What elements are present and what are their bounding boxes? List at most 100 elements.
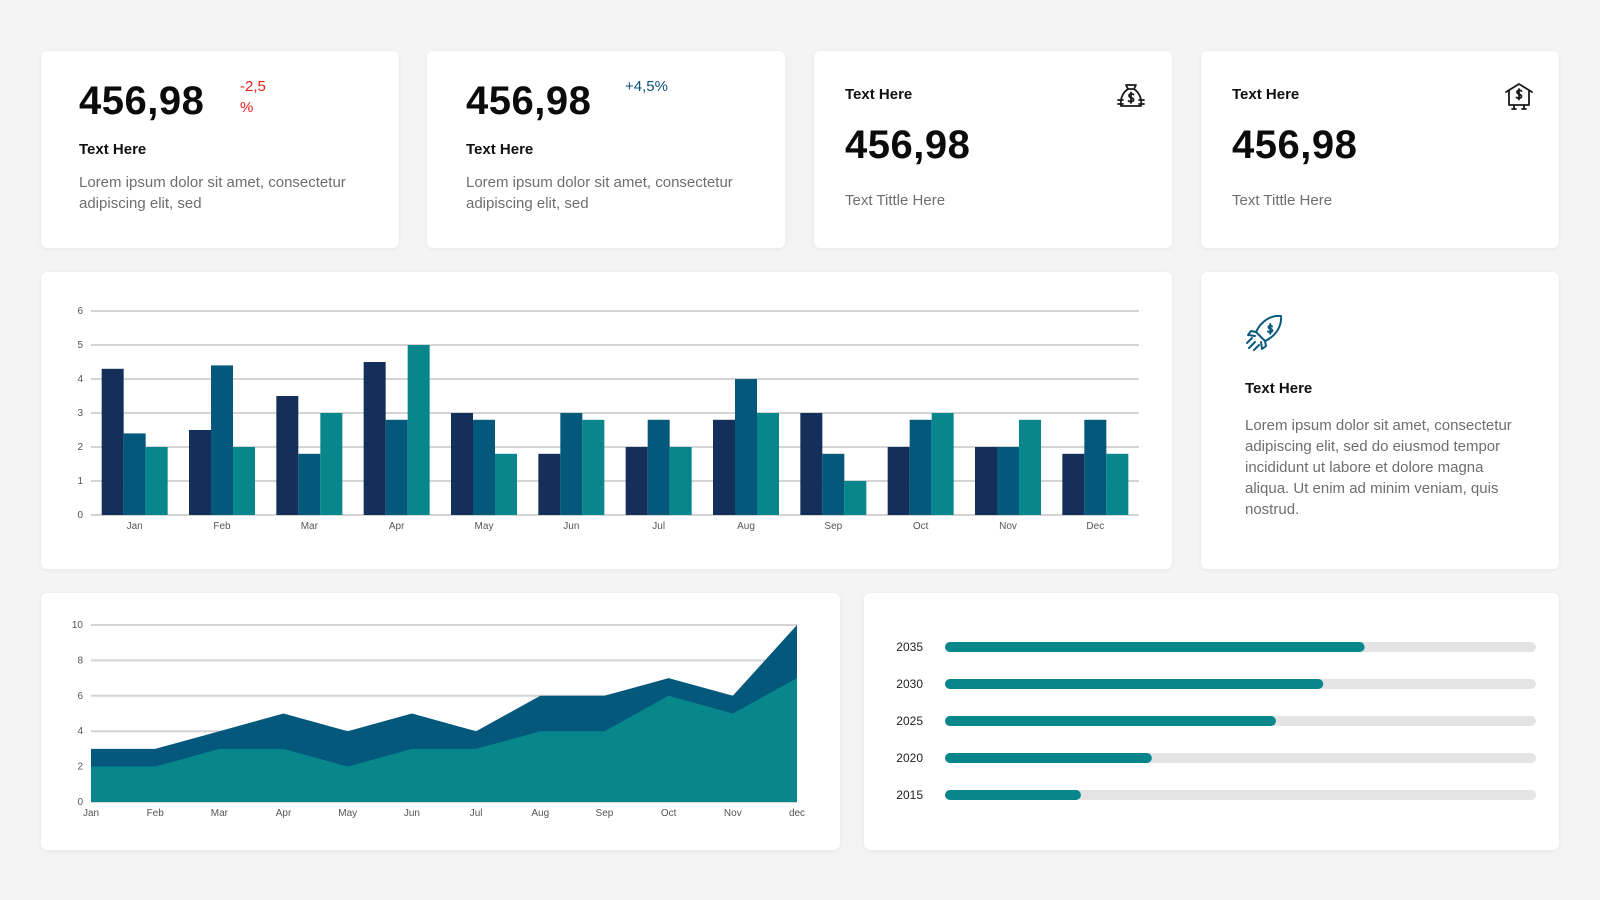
y-tick-label: 2 xyxy=(77,442,83,453)
bar xyxy=(211,365,233,515)
bar-track xyxy=(945,790,1536,800)
x-tick-label: Aug xyxy=(737,521,755,532)
kpi-card-4: Text Here 456,98 Text Tittle Here xyxy=(1201,51,1559,248)
bar xyxy=(647,419,670,515)
x-tick-label: Mar xyxy=(301,521,319,532)
y-tick-label: 8 xyxy=(77,655,83,666)
x-tick-label: Feb xyxy=(213,521,231,532)
y-tick-label: 2 xyxy=(77,762,83,773)
y-tick-label: 1 xyxy=(77,476,83,487)
bar xyxy=(145,447,168,515)
bar-year-label: 2025 xyxy=(896,714,923,728)
bar xyxy=(407,345,430,515)
x-tick-label: Dec xyxy=(1086,521,1104,532)
bar xyxy=(1019,419,1041,515)
x-tick-label: Oct xyxy=(661,808,677,819)
bar-year-label: 2030 xyxy=(896,677,923,691)
kpi-description: Lorem ipsum dolor sit amet, consectetur … xyxy=(79,174,346,212)
bar xyxy=(582,419,605,515)
bar xyxy=(363,362,386,515)
y-tick-label: 0 xyxy=(77,510,83,521)
bar-chart-card: 0 1 2 3 4 5 6 Jan Feb Mar Apr May Jun Jul Aug Sep Oct Nov… xyxy=(41,272,1172,569)
kpi-subtitle: Text Tittle Here xyxy=(845,192,946,209)
x-tick-label: Jun xyxy=(404,808,420,819)
kpi-value: 456,98 xyxy=(845,123,971,167)
bar xyxy=(233,447,255,515)
y-tick-label: 6 xyxy=(77,306,83,317)
x-tick-label: Jun xyxy=(563,521,579,532)
x-tick-label: Apr xyxy=(276,808,292,819)
y-tick-label: 5 xyxy=(77,340,83,351)
bar xyxy=(451,413,473,515)
kpi-title: Text Here xyxy=(466,141,534,158)
kpi-card-2: 456,98 +4,5% Text Here Lorem ipsum dolor… xyxy=(427,51,785,248)
bar xyxy=(385,419,408,515)
money-rocket-icon xyxy=(1246,314,1283,351)
bar xyxy=(189,430,211,515)
x-tick-label: Sep xyxy=(824,521,842,532)
x-tick-label: Jan xyxy=(83,808,99,819)
bar xyxy=(909,419,932,515)
x-tick-label: Feb xyxy=(147,808,165,819)
x-tick-label: Jul xyxy=(652,521,665,532)
bar-fill xyxy=(945,716,1276,726)
progress-bars-card: 2035 2030 2025 2020 2015 xyxy=(864,593,1559,850)
money-bag-icon xyxy=(1117,84,1145,107)
kpi-change: -2,5 % xyxy=(240,78,266,116)
y-tick-label: 0 xyxy=(77,797,83,808)
bar xyxy=(320,413,343,515)
x-tick-label: Mar xyxy=(211,808,229,819)
bar xyxy=(735,379,757,515)
bar xyxy=(1062,453,1085,515)
info-card: Text Here Lorem ipsum dolor sit amet, co… xyxy=(1201,272,1559,569)
bar xyxy=(495,453,517,515)
area-chart-card: 0 2 4 6 8 10 Jan Feb Mar Apr May Jun Jul Aug Sep Oct Nov… xyxy=(41,593,840,850)
y-tick-label: 3 xyxy=(77,408,83,419)
kpi-card-1: 456,98 -2,5 % Text Here Lorem ipsum dolo… xyxy=(41,51,399,248)
bar xyxy=(298,453,321,515)
bar xyxy=(560,413,583,515)
kpi-value: 456,98 xyxy=(466,79,592,123)
bar-fill xyxy=(945,753,1152,763)
y-tick-label: 4 xyxy=(77,726,83,737)
x-tick-label: May xyxy=(338,808,357,819)
kpi-subtitle: Text Tittle Here xyxy=(1232,192,1333,209)
bar xyxy=(757,413,779,515)
bar-year-label: 2020 xyxy=(896,751,923,765)
bar xyxy=(800,413,823,515)
info-card-description: Lorem ipsum dolor sit amet, consectetur … xyxy=(1245,417,1512,518)
bar xyxy=(931,413,954,515)
area-series xyxy=(91,678,797,802)
grouped-bar-chart: 0 1 2 3 4 5 6 Jan Feb Mar Apr May Jun Jul Aug Sep Oct Nov… xyxy=(77,306,1139,532)
y-tick-label: 4 xyxy=(77,374,83,385)
bar xyxy=(473,419,495,515)
x-tick-label: Jul xyxy=(470,808,483,819)
kpi-change: +4,5% xyxy=(625,78,668,95)
kpi-title: Text Here xyxy=(79,141,147,158)
bar xyxy=(713,419,735,515)
bar xyxy=(1106,453,1129,515)
bar xyxy=(538,453,561,515)
bar xyxy=(625,447,648,515)
kpi-title: Text Here xyxy=(1232,86,1300,103)
kpi-value: 456,98 xyxy=(79,79,205,123)
bar xyxy=(1084,419,1107,515)
kpi-value: 456,98 xyxy=(1232,123,1358,167)
kpi-description: Lorem ipsum dolor sit amet, consectetur … xyxy=(466,174,733,212)
bar xyxy=(669,447,692,515)
x-tick-label: dec xyxy=(789,808,805,819)
stacked-area-chart: 0 2 4 6 8 10 Jan Feb Mar Apr May Jun Jul Aug Sep Oct Nov… xyxy=(72,620,805,819)
x-tick-label: Nov xyxy=(724,808,742,819)
money-house-icon xyxy=(1505,83,1533,110)
x-tick-label: Jan xyxy=(127,521,143,532)
kpi-card-3: Text Here 456,98 Text Tittle Here xyxy=(814,51,1172,248)
kpi-title: Text Here xyxy=(845,86,913,103)
bar xyxy=(844,481,867,515)
bar-fill xyxy=(945,642,1365,652)
bar xyxy=(822,453,845,515)
bar-fill xyxy=(945,790,1081,800)
bar xyxy=(975,447,997,515)
bar-year-label: 2035 xyxy=(896,640,923,654)
bar xyxy=(887,447,910,515)
bar xyxy=(276,396,299,515)
